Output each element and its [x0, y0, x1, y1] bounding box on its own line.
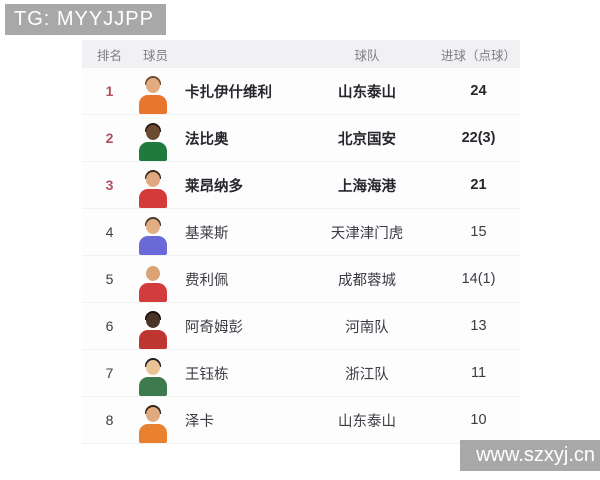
header-goals: 进球（点球）: [440, 48, 516, 63]
avatar-head: [146, 360, 160, 375]
avatar-head: [146, 407, 160, 422]
player-name: 阿奇姆彭: [185, 319, 243, 336]
player-name: 泽卡: [185, 413, 214, 430]
table-row: 6 阿奇姆彭 河南队 13: [82, 303, 520, 350]
avatar-jersey: [139, 330, 167, 349]
telegram-watermark: TG: MYYJJPP: [5, 4, 166, 35]
player-name: 法比奥: [185, 131, 229, 148]
player-photo: [138, 403, 168, 443]
player-photo: [138, 74, 168, 114]
avatar-jersey: [139, 189, 167, 208]
avatar-jersey: [139, 424, 167, 443]
avatar-jersey: [139, 377, 167, 396]
table-row: 3 莱昂纳多 上海海港 21: [82, 162, 520, 209]
avatar-jersey: [139, 236, 167, 255]
website-watermark: www.szxyj.cn: [460, 440, 600, 471]
team-cell: 浙江队: [345, 366, 389, 383]
goals-cell: 15: [470, 224, 487, 240]
goals-cell: 10: [470, 412, 487, 428]
table-row: 4 基莱斯 天津津门虎 15: [82, 209, 520, 256]
player-photo: [138, 356, 168, 396]
rank-cell: 7: [105, 365, 114, 381]
player-cell: 莱昂纳多: [137, 162, 297, 208]
player-cell: 费利佩: [137, 256, 297, 302]
team-cell: 河南队: [345, 319, 389, 336]
player-name: 费利佩: [185, 272, 229, 289]
table-row: 8 泽卡 山东泰山 10: [82, 397, 520, 444]
player-cell: 王钰栋: [137, 350, 297, 396]
team-cell: 山东泰山: [338, 413, 396, 430]
top-scorers-table: 排名 球员 球队 进球（点球） 1 卡扎伊什维利 山东泰山 24 2 法比: [82, 40, 520, 444]
player-name: 王钰栋: [185, 366, 229, 383]
table-header-row: 排名 球员 球队 进球（点球）: [82, 40, 520, 68]
goals-cell: 13: [470, 318, 487, 334]
goals-cell: 22(3): [461, 130, 496, 146]
rank-cell: 4: [105, 224, 114, 240]
avatar-head: [146, 78, 160, 93]
player-cell: 泽卡: [137, 397, 297, 443]
rank-cell: 1: [105, 83, 114, 99]
avatar-head: [146, 172, 160, 187]
header-player: 球员: [143, 48, 169, 63]
goals-cell: 21: [470, 177, 487, 193]
table-row: 5 费利佩 成都蓉城 14(1): [82, 256, 520, 303]
header-rank: 排名: [96, 48, 122, 63]
player-name: 基莱斯: [185, 225, 229, 242]
player-photo: [138, 121, 168, 161]
rank-cell: 6: [105, 318, 114, 334]
avatar-jersey: [139, 95, 167, 114]
avatar-head: [146, 219, 160, 234]
player-name: 莱昂纳多: [185, 178, 243, 195]
avatar-jersey: [139, 142, 167, 161]
team-cell: 成都蓉城: [338, 272, 396, 289]
table-row: 7 王钰栋 浙江队 11: [82, 350, 520, 397]
player-photo: [138, 168, 168, 208]
table-row: 1 卡扎伊什维利 山东泰山 24: [82, 68, 520, 115]
goals-cell: 11: [470, 365, 487, 381]
player-photo: [138, 309, 168, 349]
player-photo: [138, 215, 168, 255]
avatar-head: [146, 266, 160, 281]
rank-cell: 5: [105, 271, 114, 287]
avatar-jersey: [139, 283, 167, 302]
header-team: 球队: [354, 48, 380, 63]
player-cell: 基莱斯: [137, 209, 297, 255]
rank-cell: 8: [105, 412, 114, 428]
player-name: 卡扎伊什维利: [185, 84, 272, 101]
player-cell: 法比奥: [137, 115, 297, 161]
player-photo: [138, 262, 168, 302]
rank-cell: 2: [105, 130, 114, 146]
player-cell: 卡扎伊什维利: [137, 68, 297, 114]
avatar-head: [146, 125, 160, 140]
rank-cell: 3: [105, 177, 114, 193]
team-cell: 上海海港: [338, 178, 396, 195]
avatar-head: [146, 313, 160, 328]
table-body: 1 卡扎伊什维利 山东泰山 24 2 法比奥 北京国安 22(3) 3: [82, 68, 520, 444]
table-row: 2 法比奥 北京国安 22(3): [82, 115, 520, 162]
team-cell: 山东泰山: [338, 84, 396, 101]
team-cell: 天津津门虎: [330, 225, 404, 242]
goals-cell: 14(1): [461, 271, 496, 287]
team-cell: 北京国安: [338, 131, 396, 148]
goals-cell: 24: [470, 83, 487, 99]
player-cell: 阿奇姆彭: [137, 303, 297, 349]
